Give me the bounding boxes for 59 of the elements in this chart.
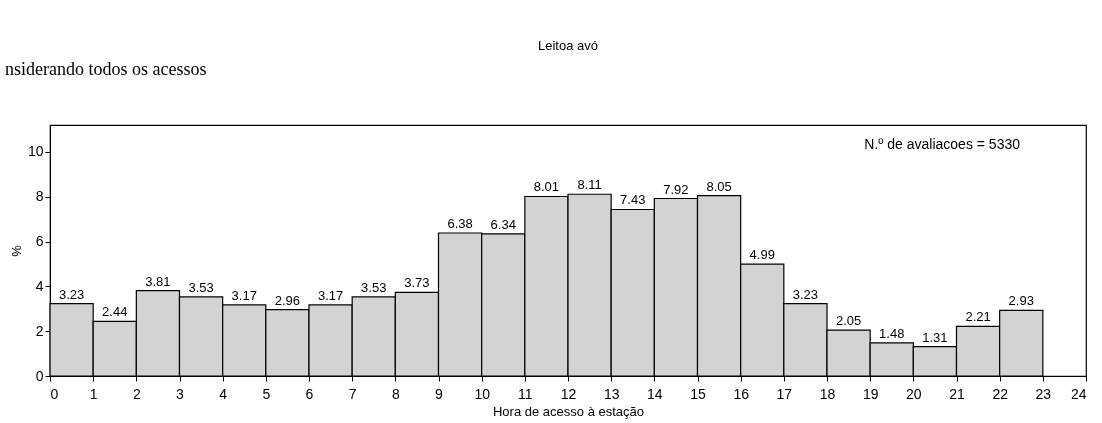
data-label: 4.99 xyxy=(749,247,775,263)
y-tick-label: 10 xyxy=(27,143,44,160)
data-label: 8.05 xyxy=(706,178,732,194)
x-tick-label: 1 xyxy=(89,385,98,402)
y-tick-label: 8 xyxy=(35,188,44,205)
x-tick-label: 11 xyxy=(518,385,533,402)
x-tick-label: 23 xyxy=(1035,385,1052,402)
x-tick-label: 18 xyxy=(819,385,836,402)
x-axis-title: Hora de acesso à estação xyxy=(492,403,645,419)
x-tick-label: 13 xyxy=(603,385,620,402)
x-tick-label: 7 xyxy=(348,385,357,402)
x-tick-label: 20 xyxy=(906,385,922,402)
data-label: 3.17 xyxy=(231,287,257,303)
data-label: 1.48 xyxy=(879,325,905,341)
x-tick-label: 15 xyxy=(690,385,706,402)
data-label: 2.96 xyxy=(274,292,301,308)
x-tick-label: 6 xyxy=(305,385,314,402)
data-label: 3.23 xyxy=(792,286,819,302)
x-tick-label: 17 xyxy=(776,385,793,402)
data-label: 3.17 xyxy=(317,287,344,303)
data-label: 1.31 xyxy=(922,329,948,345)
data-label: 7.43 xyxy=(620,192,646,208)
x-tick-label: 19 xyxy=(862,385,879,402)
x-tick-label: 24 xyxy=(1070,385,1087,402)
x-tick-label: 4 xyxy=(219,385,228,402)
y-tick-label: 6 xyxy=(35,233,44,250)
data-label: 3.73 xyxy=(404,275,430,291)
y-tick-label: 2 xyxy=(35,322,44,339)
data-label: 6.38 xyxy=(447,216,473,232)
data-label: 8.01 xyxy=(533,179,560,195)
data-label: 7.92 xyxy=(663,181,689,197)
y-tick-label: 0 xyxy=(35,367,44,384)
x-tick-label: 9 xyxy=(435,385,444,402)
data-label: 3.81 xyxy=(145,273,171,289)
data-label: 6.34 xyxy=(490,216,516,232)
data-label: 8.11 xyxy=(577,177,602,193)
x-tick-label: 16 xyxy=(733,385,750,402)
data-label: 3.53 xyxy=(188,279,214,295)
x-tick-label: 2 xyxy=(132,385,141,402)
data-label: 2.05 xyxy=(835,313,862,329)
chart-title: Leitoa avó xyxy=(538,38,598,53)
y-axis-title: % xyxy=(8,244,24,257)
x-tick-label: 3 xyxy=(176,385,185,402)
x-tick-label: 0 xyxy=(50,385,59,402)
text: nsiderando todos os acessos xyxy=(5,59,207,79)
x-tick-label: 21 xyxy=(949,385,965,402)
x-tick-label: 14 xyxy=(647,385,663,402)
x-tick-label: 12 xyxy=(560,385,577,402)
data-label: 2.44 xyxy=(102,304,128,320)
data-label: 3.23 xyxy=(58,286,85,302)
data-label: 2.21 xyxy=(965,309,991,325)
x-tick-label: 8 xyxy=(391,385,400,402)
data-label: 3.53 xyxy=(361,279,387,295)
data-label: 2.93 xyxy=(1008,293,1034,309)
x-tick-label: 10 xyxy=(474,385,491,402)
y-tick-label: 4 xyxy=(35,277,44,294)
x-tick-label: 22 xyxy=(992,385,1009,402)
annotation: N.º de avaliacoes = 5330 xyxy=(864,136,1021,152)
x-tick-label: 5 xyxy=(262,385,271,402)
